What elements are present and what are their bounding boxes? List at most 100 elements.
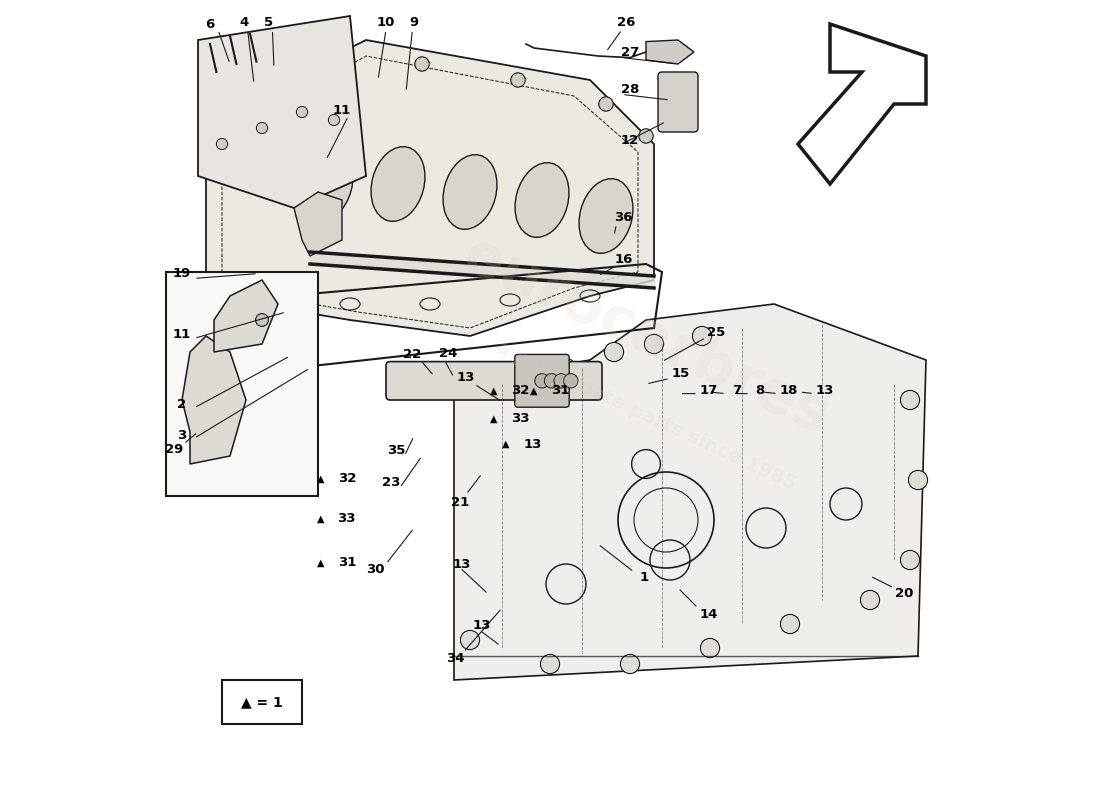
Circle shape: [557, 358, 575, 378]
Circle shape: [461, 630, 480, 650]
Circle shape: [701, 638, 719, 658]
Circle shape: [901, 390, 920, 410]
Text: 9: 9: [409, 16, 419, 29]
Text: 27: 27: [620, 46, 639, 59]
Circle shape: [554, 374, 569, 388]
Circle shape: [620, 654, 639, 674]
Text: 20: 20: [895, 587, 914, 600]
Circle shape: [563, 374, 578, 388]
Circle shape: [535, 374, 549, 388]
Circle shape: [239, 97, 253, 111]
Text: ▲: ▲: [491, 386, 497, 395]
Text: 35: 35: [387, 444, 406, 457]
Text: 1: 1: [640, 571, 649, 584]
Text: 32: 32: [512, 384, 529, 397]
Circle shape: [540, 654, 560, 674]
Text: 5: 5: [264, 16, 273, 29]
Polygon shape: [294, 192, 342, 256]
FancyBboxPatch shape: [222, 680, 302, 724]
Text: 32: 32: [338, 472, 356, 485]
Polygon shape: [206, 40, 654, 336]
Text: 21: 21: [451, 496, 470, 509]
Text: ▲: ▲: [503, 439, 509, 449]
Text: 11: 11: [173, 328, 191, 341]
Text: 2: 2: [177, 398, 187, 410]
Polygon shape: [198, 16, 366, 208]
Text: 34: 34: [447, 652, 465, 665]
Circle shape: [510, 73, 525, 87]
Circle shape: [909, 470, 927, 490]
Polygon shape: [214, 280, 278, 352]
Circle shape: [525, 366, 543, 386]
Text: ▲: ▲: [317, 558, 324, 567]
Circle shape: [645, 334, 663, 354]
Text: 13: 13: [524, 438, 541, 450]
Text: 10: 10: [377, 16, 395, 29]
Text: 16: 16: [615, 253, 632, 266]
Text: 11: 11: [333, 104, 351, 117]
Text: 26: 26: [617, 16, 635, 29]
FancyBboxPatch shape: [658, 72, 698, 132]
Text: eurocarbres: eurocarbres: [454, 226, 838, 446]
Circle shape: [544, 374, 559, 388]
Text: 29: 29: [165, 443, 183, 456]
FancyBboxPatch shape: [166, 272, 318, 496]
Circle shape: [780, 614, 800, 634]
Text: 8: 8: [755, 384, 764, 397]
Polygon shape: [454, 304, 926, 680]
Circle shape: [255, 314, 268, 326]
FancyBboxPatch shape: [386, 362, 602, 400]
Text: 13: 13: [453, 558, 471, 570]
Circle shape: [208, 67, 218, 77]
Text: 30: 30: [366, 563, 385, 576]
Text: 36: 36: [614, 211, 632, 224]
Text: 17: 17: [700, 384, 717, 397]
Text: 13: 13: [473, 619, 492, 632]
Circle shape: [296, 106, 308, 118]
Polygon shape: [182, 336, 246, 464]
Text: 12: 12: [620, 134, 639, 146]
Text: 31: 31: [551, 384, 570, 397]
Circle shape: [692, 326, 712, 346]
Text: 24: 24: [439, 347, 458, 360]
Ellipse shape: [515, 162, 569, 238]
Ellipse shape: [443, 154, 497, 230]
Text: 14: 14: [700, 608, 717, 621]
Text: 15: 15: [671, 367, 690, 380]
Circle shape: [217, 138, 228, 150]
Text: 25: 25: [707, 326, 726, 338]
Text: 23: 23: [383, 476, 400, 489]
Circle shape: [249, 57, 258, 66]
Text: ▲: ▲: [317, 474, 324, 483]
Circle shape: [256, 122, 267, 134]
Ellipse shape: [299, 146, 353, 222]
Text: ▲: ▲: [530, 386, 538, 395]
Circle shape: [860, 590, 880, 610]
Text: 28: 28: [620, 83, 639, 96]
Text: 13: 13: [456, 371, 475, 384]
Polygon shape: [646, 40, 694, 64]
Circle shape: [415, 57, 429, 71]
Text: ▲: ▲: [491, 414, 497, 423]
Text: 18: 18: [779, 384, 798, 397]
Text: a passionate parts since 1985: a passionate parts since 1985: [493, 338, 799, 494]
Circle shape: [319, 65, 333, 79]
Text: ▲: ▲: [317, 514, 324, 523]
Text: 6: 6: [206, 18, 214, 30]
Circle shape: [229, 59, 238, 69]
Text: 7: 7: [732, 384, 741, 397]
Circle shape: [604, 342, 624, 362]
Text: 33: 33: [338, 512, 356, 525]
Text: 22: 22: [404, 348, 421, 361]
Text: 31: 31: [338, 556, 356, 569]
Circle shape: [476, 374, 496, 394]
Circle shape: [329, 114, 340, 126]
Ellipse shape: [579, 178, 632, 254]
Text: 4: 4: [239, 16, 249, 29]
Text: 13: 13: [815, 384, 834, 397]
Text: ▲ = 1: ▲ = 1: [241, 695, 283, 709]
Polygon shape: [798, 24, 926, 184]
Text: 3: 3: [177, 429, 187, 442]
FancyBboxPatch shape: [515, 354, 569, 407]
Circle shape: [598, 97, 613, 111]
